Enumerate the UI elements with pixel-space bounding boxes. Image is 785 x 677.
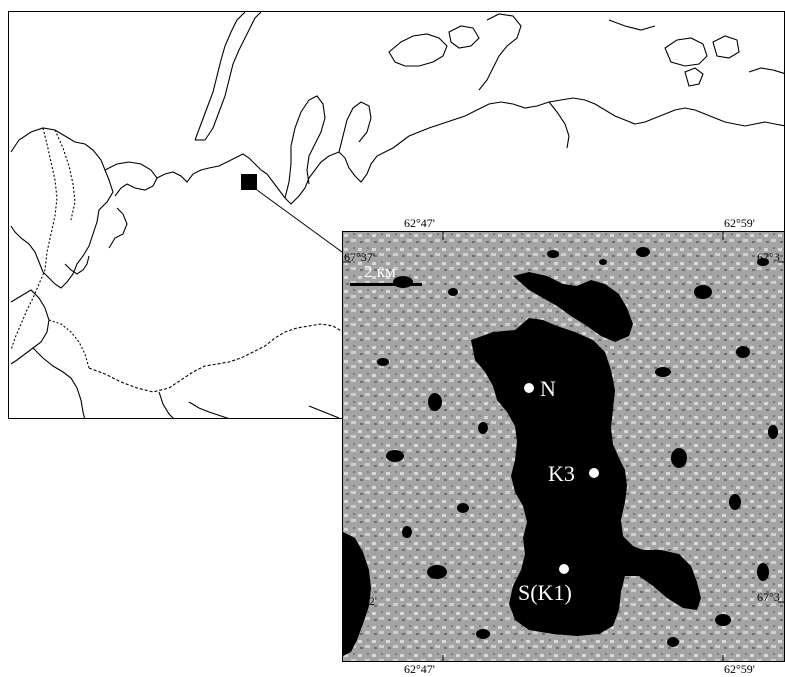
lat-label-top-left: 67°37' xyxy=(344,250,375,264)
lon-label-bottom-left: 62°47' xyxy=(404,662,435,676)
lat-label-bottom-right: 67°3 xyxy=(757,590,780,604)
satellite-inset xyxy=(342,231,785,662)
site-s-label: S(K1) xyxy=(518,580,572,605)
lake-imagery xyxy=(343,232,784,661)
lat-label-top-right: 67°3 xyxy=(757,250,780,264)
scale-label: 2 км xyxy=(364,262,396,281)
site-s-marker xyxy=(559,564,569,574)
site-k3-label: K3 xyxy=(548,461,575,486)
site-n-label: N xyxy=(540,376,556,401)
lat-label-bottom-left: 67°32' xyxy=(346,594,377,608)
lon-label-bottom-right: 62°59' xyxy=(724,662,755,676)
site-k3-marker xyxy=(589,468,599,478)
study-area-locator xyxy=(241,174,257,190)
lon-label-top-right: 62°59' xyxy=(724,216,755,230)
site-n-marker xyxy=(524,383,534,393)
scale-bar xyxy=(350,283,422,286)
coastline-outline xyxy=(10,12,784,418)
lon-label-top-left: 62°47' xyxy=(404,216,435,230)
